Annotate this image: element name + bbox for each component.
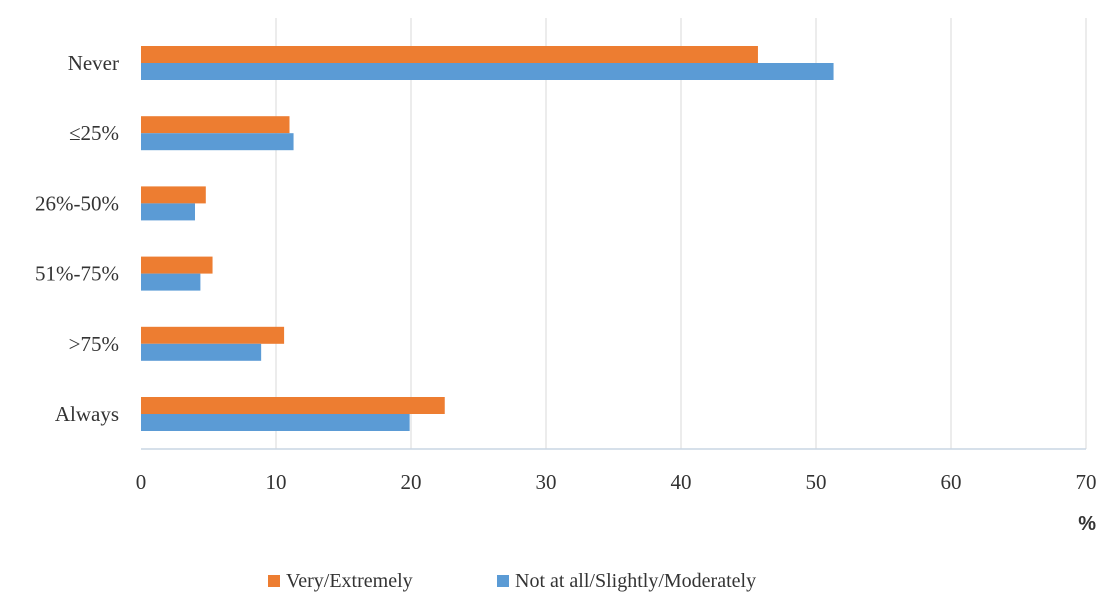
category-label: 51%-75%: [35, 262, 119, 286]
x-axis-label: %: [1078, 513, 1096, 535]
x-tick-label: 60: [941, 470, 962, 494]
bar-not-at-all-slightly-moderately: [141, 343, 262, 361]
bar-very-extremely: [141, 326, 285, 344]
bar-very-extremely: [141, 46, 758, 63]
category-label: Never: [68, 51, 119, 75]
category-label: ≤25%: [69, 121, 119, 145]
bar-very-extremely: [141, 397, 445, 414]
bar-very-extremely: [141, 116, 290, 134]
legend-swatch: [268, 575, 280, 587]
x-tick-label: 30: [536, 470, 557, 494]
grid-lines: [275, 18, 1087, 449]
category-label: Always: [55, 402, 119, 426]
legend-swatch: [497, 575, 509, 587]
bar-not-at-all-slightly-moderately: [141, 63, 834, 80]
bar-not-at-all-slightly-moderately: [141, 414, 410, 431]
x-tick-label: 0: [136, 470, 147, 494]
category-label: >75%: [69, 332, 119, 356]
bar-very-extremely: [141, 256, 213, 274]
x-tick-labels: 0 10 20 30 40 50 60 70: [136, 470, 1097, 494]
x-tick-label: 20: [401, 470, 422, 494]
legend-label: Very/Extremely: [286, 570, 413, 592]
x-tick-label: 70: [1076, 470, 1097, 494]
category-label: 26%-50%: [35, 191, 119, 215]
legend: Very/Extremely Not at all/Slightly/Modera…: [268, 570, 756, 592]
bar-not-at-all-slightly-moderately: [141, 273, 201, 291]
bar-not-at-all-slightly-moderately: [141, 203, 195, 221]
bar-not-at-all-slightly-moderately: [141, 133, 294, 151]
x-tick-label: 50: [806, 470, 827, 494]
category-labels: Never ≤25% 26%-50% 51%-75% >75% Always: [35, 51, 119, 426]
x-tick-label: 40: [671, 470, 692, 494]
bars: [141, 46, 834, 431]
legend-label: Not at all/Slightly/Moderately: [515, 570, 756, 592]
bar-very-extremely: [141, 186, 206, 204]
x-tick-label: 10: [266, 470, 287, 494]
